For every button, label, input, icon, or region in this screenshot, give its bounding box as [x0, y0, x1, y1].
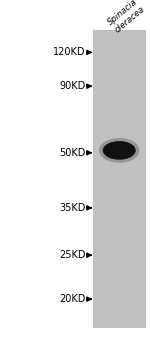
Text: 90KD: 90KD	[59, 81, 85, 91]
Text: Spinacia
oleracea: Spinacia oleracea	[106, 0, 146, 35]
Ellipse shape	[103, 141, 136, 160]
Text: 50KD: 50KD	[59, 148, 86, 158]
Text: 35KD: 35KD	[59, 203, 86, 213]
Text: 25KD: 25KD	[59, 250, 86, 260]
Text: 20KD: 20KD	[59, 294, 86, 304]
Ellipse shape	[99, 138, 140, 163]
Bar	[93, 30, 146, 328]
Text: 120KD: 120KD	[53, 47, 86, 57]
